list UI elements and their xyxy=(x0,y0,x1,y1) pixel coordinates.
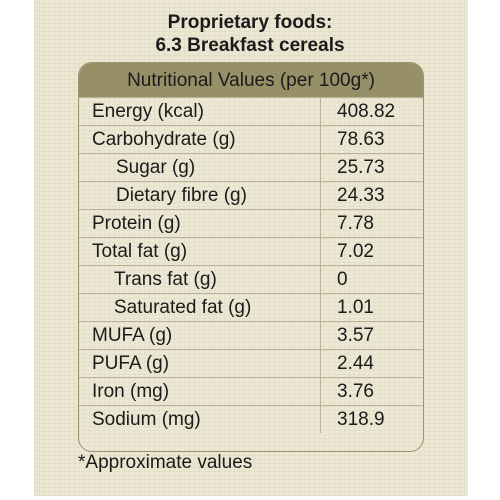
row-value: 2.44 xyxy=(337,353,374,374)
row-label: Dietary fibre (g) xyxy=(116,185,247,206)
row-value: 408.82 xyxy=(337,101,396,122)
table-row-protein: Protein (g) 7.78 xyxy=(79,209,423,237)
table-row-iron: Iron (mg) 3.76 xyxy=(79,377,423,405)
row-label: Sodium (mg) xyxy=(92,409,201,430)
row-value: 3.57 xyxy=(337,325,374,346)
row-label: Protein (g) xyxy=(92,213,181,234)
row-label: Energy (kcal) xyxy=(92,101,204,122)
table-row-trans-fat: Trans fat (g) 0 xyxy=(79,265,423,293)
row-label: Sugar (g) xyxy=(116,157,196,178)
column-divider xyxy=(320,406,321,433)
column-divider xyxy=(320,210,321,237)
table-row-sodium: Sodium (mg) 318.9 xyxy=(79,405,423,433)
row-label: Trans fat (g) xyxy=(114,269,217,290)
row-value: 7.78 xyxy=(337,213,374,234)
row-label: PUFA (g) xyxy=(92,353,170,374)
row-value: 25.73 xyxy=(337,157,385,178)
column-divider xyxy=(320,182,321,209)
row-label: Carbohydrate (g) xyxy=(92,129,236,150)
row-value: 24.33 xyxy=(337,185,385,206)
column-divider xyxy=(320,154,321,181)
column-divider xyxy=(320,238,321,265)
row-value: 7.02 xyxy=(337,241,374,262)
column-divider xyxy=(320,266,321,293)
table-header: Nutritional Values (per 100g*) xyxy=(79,63,423,97)
row-label: Saturated fat (g) xyxy=(114,297,252,318)
column-divider xyxy=(320,350,321,377)
row-value: 0 xyxy=(337,269,348,290)
title-line-1: Proprietary foods: xyxy=(167,12,333,33)
row-label: Total fat (g) xyxy=(92,241,188,262)
row-value: 3.76 xyxy=(337,381,374,402)
nutrition-table: Nutritional Values (per 100g*) Energy (k… xyxy=(78,62,424,452)
row-value: 78.63 xyxy=(337,129,385,150)
table-row-carbohydrate: Carbohydrate (g) 78.63 xyxy=(79,125,423,153)
footnote: *Approximate values xyxy=(78,452,253,473)
column-divider xyxy=(320,378,321,405)
row-value: 1.01 xyxy=(337,297,374,318)
row-label: MUFA (g) xyxy=(92,325,173,346)
column-divider xyxy=(320,98,321,125)
column-divider xyxy=(320,126,321,153)
table-row-saturated-fat: Saturated fat (g) 1.01 xyxy=(79,293,423,321)
table-row-total-fat: Total fat (g) 7.02 xyxy=(79,237,423,265)
table-row-energy: Energy (kcal) 408.82 xyxy=(79,97,423,125)
column-divider xyxy=(320,294,321,321)
row-value: 318.9 xyxy=(337,409,385,430)
row-label: Iron (mg) xyxy=(92,381,170,402)
table-row-sugar: Sugar (g) 25.73 xyxy=(79,153,423,181)
title-line-2: 6.3 Breakfast cereals xyxy=(155,35,345,56)
column-divider xyxy=(320,322,321,349)
table-row-pufa: PUFA (g) 2.44 xyxy=(79,349,423,377)
table-row-mufa: MUFA (g) 3.57 xyxy=(79,321,423,349)
table-row-dietary-fibre: Dietary fibre (g) 24.33 xyxy=(79,181,423,209)
